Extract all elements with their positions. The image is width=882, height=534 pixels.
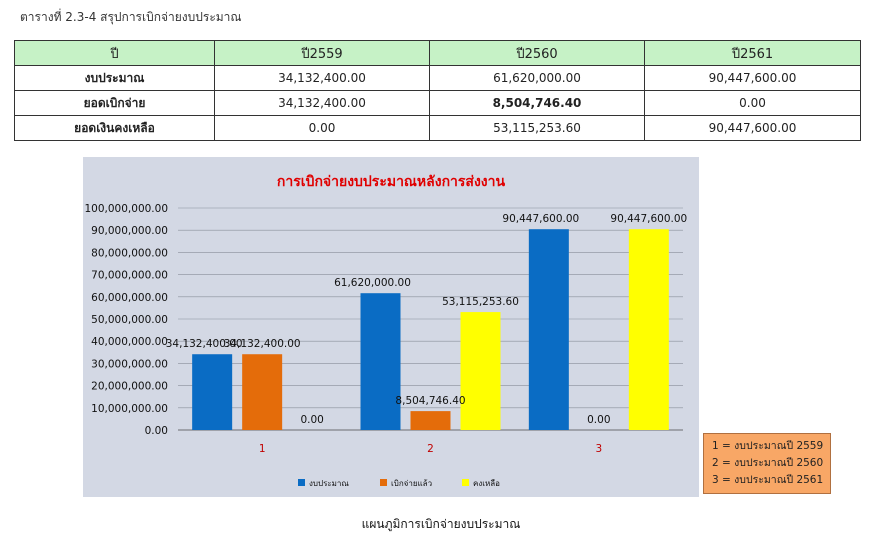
y-tick-label: 100,000,000.00 xyxy=(85,203,169,215)
legend-swatch xyxy=(298,479,305,486)
legend-swatch xyxy=(380,479,387,486)
category-key-box: 1 = งบประมาณปี 2559 2 = งบประมาณปี 2560 … xyxy=(703,433,831,494)
data-label: 61,620,000.00 xyxy=(334,277,411,289)
table-cell: 34,132,400.00 xyxy=(214,65,430,91)
table-cell: 90,447,600.00 xyxy=(644,115,861,141)
y-tick-label: 80,000,000.00 xyxy=(91,247,168,259)
y-tick-label: 10,000,000.00 xyxy=(91,403,168,415)
table-cell: 8,504,746.40 xyxy=(429,90,645,116)
table-cell: 0.00 xyxy=(644,90,861,116)
legend-swatch xyxy=(462,479,469,486)
table-cell: 61,620,000.00 xyxy=(429,65,645,91)
category-key-item: 2 = งบประมาณปี 2560 xyxy=(712,457,824,469)
bar xyxy=(192,354,233,430)
chart-title: การเบิกจ่ายงบประมาณหลังการส่งงาน xyxy=(277,174,506,190)
bar xyxy=(360,293,401,430)
bar xyxy=(528,229,569,430)
legend-label: งบประมาณ xyxy=(309,479,349,488)
y-tick-label: 20,000,000.00 xyxy=(91,381,168,393)
table-cell: 34,132,400.00 xyxy=(214,90,430,116)
bar xyxy=(628,229,669,430)
bar xyxy=(410,411,451,430)
table-row: ยอดเงินคงเหลือ 0.00 53,115,253.60 90,447… xyxy=(14,115,861,141)
legend-label: เบิกจ่ายแล้ว xyxy=(391,479,432,488)
y-tick-label: 50,000,000.00 xyxy=(91,314,168,326)
bar-chart: การเบิกจ่ายงบประมาณหลังการส่งงาน 0.00 10,… xyxy=(83,157,699,497)
category-key-item: 1 = งบประมาณปี 2559 xyxy=(712,440,824,452)
data-label: 90,447,600.00 xyxy=(610,213,687,225)
table-cell: 0.00 xyxy=(214,115,430,141)
row-label-disbursed: ยอดเบิกจ่าย xyxy=(14,90,215,116)
legend-label: คงเหลือ xyxy=(473,479,500,488)
header-cell-year: ปี xyxy=(14,40,215,66)
row-label-remaining: ยอดเงินคงเหลือ xyxy=(14,115,215,141)
data-label: 8,504,746.40 xyxy=(395,395,465,407)
data-label: 0.00 xyxy=(300,414,323,426)
y-tick-label: 90,000,000.00 xyxy=(91,225,168,237)
table-row: ยอดเบิกจ่าย 34,132,400.00 8,504,746.40 0… xyxy=(14,90,861,116)
y-tick-label: 60,000,000.00 xyxy=(91,292,168,304)
header-cell-2559: ปี2559 xyxy=(214,40,430,66)
data-label: 53,115,253.60 xyxy=(442,296,519,308)
x-tick-label: 1 xyxy=(259,443,266,455)
data-label: 34,132,400.00 xyxy=(224,338,301,350)
y-tick-label: 40,000,000.00 xyxy=(91,336,168,348)
budget-summary-table: ปี ปี2559 ปี2560 ปี2561 งบประมาณ 34,132,… xyxy=(14,40,861,141)
y-tick-label: 70,000,000.00 xyxy=(91,270,168,282)
table-header-row: ปี ปี2559 ปี2560 ปี2561 xyxy=(14,40,861,66)
table-row: งบประมาณ 34,132,400.00 61,620,000.00 90,… xyxy=(14,65,861,91)
table-caption: ตารางที่ 2.3-4 สรุปการเบิกจ่ายงบประมาณ xyxy=(20,10,242,24)
y-tick-label: 30,000,000.00 xyxy=(91,358,168,370)
x-tick-label: 2 xyxy=(427,443,434,455)
x-tick-label: 3 xyxy=(595,443,602,455)
data-label: 0.00 xyxy=(587,414,610,426)
bar xyxy=(242,354,283,430)
table-cell: 90,447,600.00 xyxy=(644,65,861,91)
header-cell-2561: ปี2561 xyxy=(644,40,861,66)
header-cell-2560: ปี2560 xyxy=(429,40,645,66)
data-label: 90,447,600.00 xyxy=(502,213,579,225)
bar xyxy=(460,312,501,430)
chart-canvas: การเบิกจ่ายงบประมาณหลังการส่งงาน 0.00 10,… xyxy=(85,174,688,488)
chart-caption: แผนภูมิการเบิกจ่ายงบประมาณ xyxy=(361,517,521,531)
data-label: 34,132,400.00 xyxy=(166,338,243,350)
category-key-item: 3 = งบประมาณปี 2561 xyxy=(712,474,824,486)
row-label-budget: งบประมาณ xyxy=(14,65,215,91)
table-cell: 53,115,253.60 xyxy=(429,115,645,141)
y-tick-label: 0.00 xyxy=(145,425,168,437)
